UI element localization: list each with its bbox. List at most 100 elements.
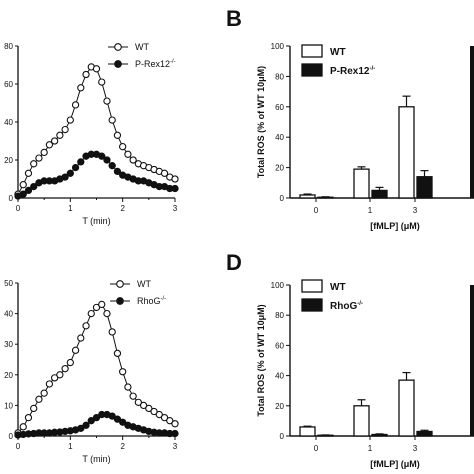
y-tick-label: 80 [275,72,284,81]
data-point-1 [77,424,85,432]
y-tick-label: 40 [275,372,284,381]
y-tick-label: 0 [9,194,14,203]
chart-d-total-ros-rhog: 0 20 40 60 80 100 Total ROS (% of WT 10μM) 0 1 3 [… [256,279,474,469]
x-tick-label: 3 [173,442,178,451]
data-point-0 [66,358,74,367]
bar-wt-0 [299,426,316,437]
x-tick-label: 0 [16,204,21,213]
data-point-0 [77,84,85,92]
data-point-0 [92,303,101,312]
data-point-1 [66,169,74,177]
chart-a-time-course-prex: 0 20 40 60 80 0 1 2 3 T (min) WT P-Rex12-/- [4,42,179,226]
bar-ko-1 [371,189,388,199]
data-point-0 [108,116,116,124]
y-tick-label: 60 [275,103,284,112]
x-axis-label: [fMLP] (μM) [370,459,420,469]
legend-label: RhoG-/- [137,296,166,306]
x-tick-label: 3 [413,206,418,215]
series-line-0 [17,66,176,195]
data-point-0 [119,368,127,376]
data-point-1 [108,162,116,170]
data-point-0 [171,175,179,183]
y-tick-label: 100 [271,42,285,51]
legend-label: WT [330,282,346,293]
data-point-0 [50,374,59,382]
data-point-0 [87,309,95,318]
data-point-0 [45,141,54,149]
y-tick-label: 0 [9,432,14,441]
x-tick-label: 0 [314,206,319,215]
data-point-1 [61,173,69,181]
data-point-0 [50,137,59,145]
data-point-1 [108,412,116,420]
bar-ko-2 [416,176,433,199]
data-point-0 [82,322,90,330]
y-tick-label: 40 [275,133,284,142]
y-tick-label: 60 [4,80,13,89]
legend-label: P-Rex12-/- [135,59,176,69]
data-point-1 [171,429,179,438]
y-axis-label: Total ROS (% of WT 10μM) [256,304,266,416]
panel-letter-d: D [226,250,242,275]
y-axis-label: Total ROS (% of WT 10μM) [256,66,266,178]
y-tick-label: 80 [4,42,13,51]
data-point-1 [82,421,90,429]
y-tick-label: 80 [275,311,284,320]
y-tick-label: 20 [4,371,13,380]
legend-marker [116,297,124,305]
bar-wt-0 [299,194,316,199]
data-point-0 [45,380,54,388]
data-point-0 [150,407,158,416]
data-point-0 [145,404,153,413]
x-axis-label: [fMLP] (μM) [370,221,420,231]
data-point-1 [103,156,111,164]
data-point-0 [77,334,85,342]
data-point-0 [61,365,69,373]
data-point-0 [56,131,64,139]
data-point-1 [171,184,179,193]
y-tick-label: 10 [4,401,13,410]
data-point-1 [113,415,122,423]
data-point-0 [92,65,101,73]
legend-swatch [301,279,323,293]
data-point-0 [66,116,74,124]
data-point-0 [160,169,169,177]
data-point-1 [98,152,106,160]
x-tick-label: 3 [173,204,178,213]
bar-wt-1 [353,168,370,199]
data-point-0 [40,148,48,157]
y-tick-label: 50 [4,279,13,288]
data-point-1 [87,417,95,425]
data-point-0 [40,389,48,397]
x-tick-label: 1 [368,206,373,215]
x-tick-label: 1 [68,442,73,451]
y-tick-label: 0 [280,194,285,203]
y-tick-label: 20 [275,402,284,411]
legend-swatch [301,44,323,58]
legend-label: WT [330,47,346,58]
data-point-0 [113,131,122,139]
x-tick-label: 1 [68,204,73,213]
data-point-0 [134,398,143,406]
data-point-0 [160,413,169,422]
data-point-1 [113,167,122,176]
data-point-1 [77,158,85,166]
legend-marker [114,43,122,51]
data-point-0 [30,160,38,168]
data-point-0 [113,349,122,358]
data-point-0 [171,420,179,428]
y-tick-label: 100 [271,281,285,290]
data-point-1 [119,418,127,426]
data-point-0 [103,309,111,318]
data-point-0 [35,395,43,403]
data-point-0 [35,154,43,162]
bar-wt-2 [398,379,415,437]
chart-b-total-ros-prex: 0 20 40 60 80 100 Total ROS (% of WT 10μM) 0 1 3 [… [256,42,474,231]
data-point-0 [71,346,80,354]
y-tick-label: 30 [4,340,13,349]
data-point-0 [61,125,69,134]
data-point-0 [108,328,116,336]
panel-letter-b: B [226,6,242,31]
y-tick-label: 0 [280,432,285,441]
